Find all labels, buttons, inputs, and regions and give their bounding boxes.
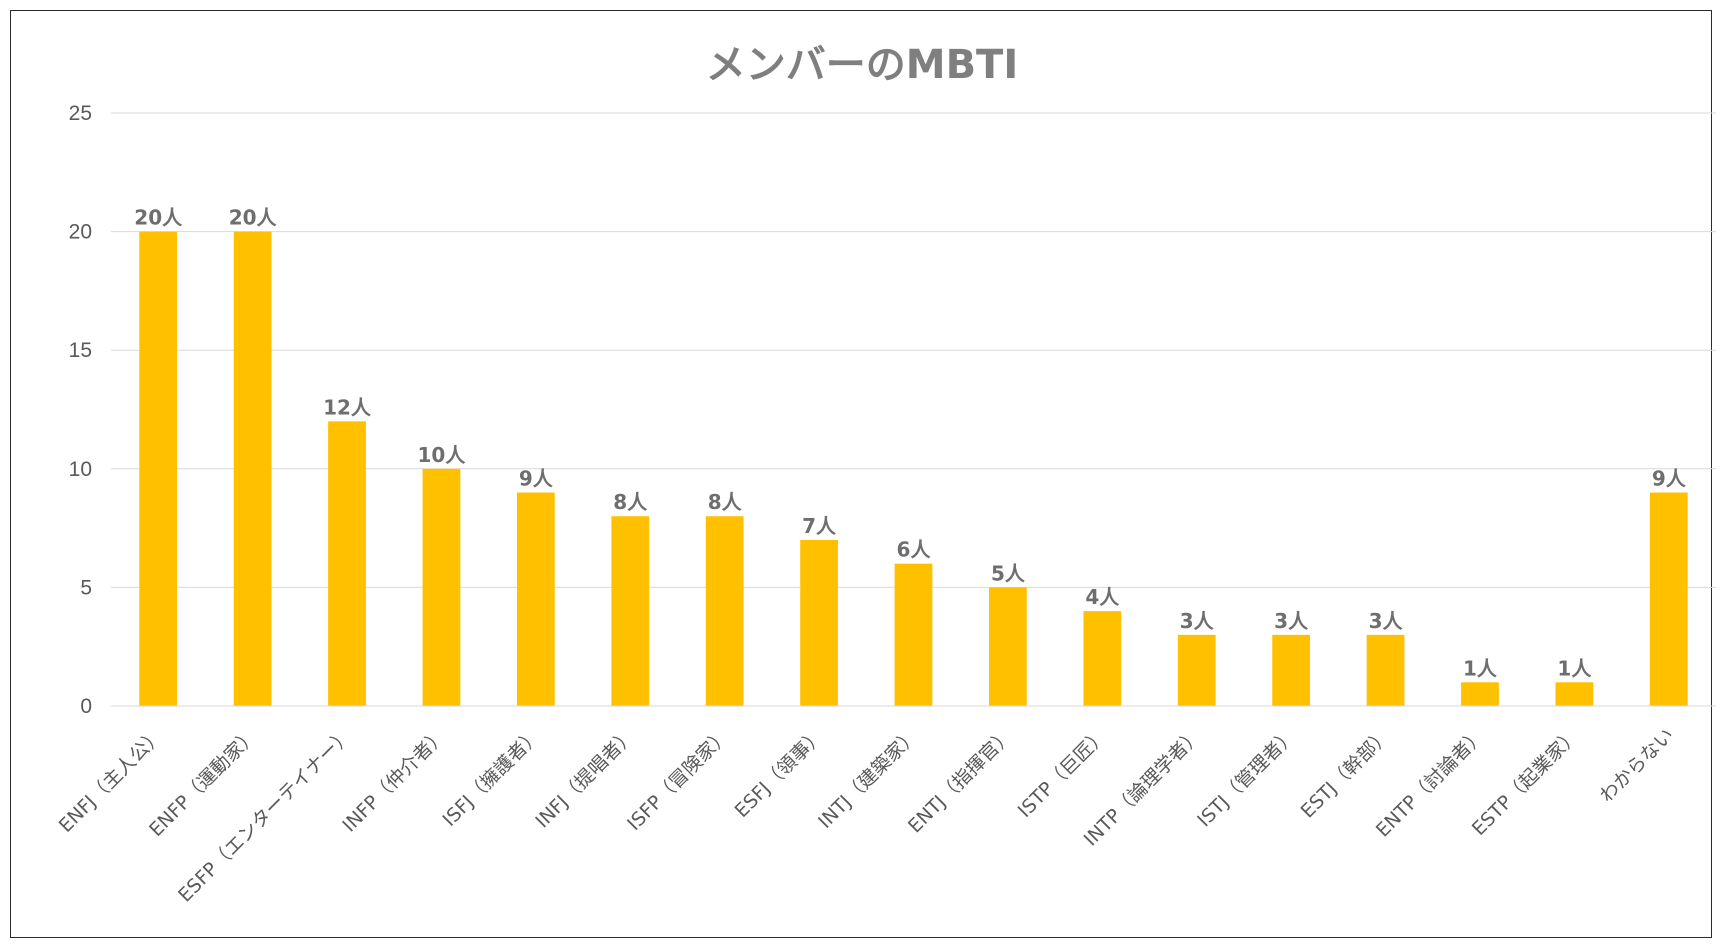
chart-title: メンバーのMBTI	[706, 42, 1018, 88]
y-tick-label: 0	[80, 695, 92, 718]
data-label: 8人	[613, 490, 648, 514]
y-tick-label: 20	[69, 221, 92, 244]
data-label: 20人	[229, 206, 278, 230]
chart-frame	[10, 10, 1712, 938]
x-axis-labels: ENFJ（主人公）ENFP（運動家）ESFP（エンターテイナー）INFP（仲介者…	[55, 724, 1679, 906]
bar	[516, 492, 555, 706]
x-tick-label: INFP（仲介者）	[338, 724, 451, 837]
bar	[1649, 492, 1688, 706]
bar	[1177, 634, 1216, 706]
data-label: 3人	[1369, 609, 1404, 633]
bar	[233, 231, 272, 706]
x-tick-label: わからない	[1596, 724, 1679, 807]
x-tick-label: ESFP（エンターテイナー）	[174, 724, 356, 906]
y-tick-label: 25	[69, 102, 92, 125]
data-label: 3人	[1274, 609, 1309, 633]
x-tick-label: ISTP（巨匠）	[1014, 724, 1112, 822]
data-label: 7人	[802, 514, 837, 538]
bar	[705, 516, 744, 706]
data-label: 6人	[897, 538, 932, 562]
bar	[800, 539, 838, 706]
data-label: 8人	[708, 490, 743, 514]
x-tick-label: ISFP（冒険家）	[623, 724, 734, 835]
bar	[1555, 682, 1594, 706]
y-tick-label: 5	[80, 576, 92, 599]
data-label: 4人	[1085, 585, 1120, 609]
y-tick-label: 10	[69, 458, 92, 481]
data-label: 5人	[991, 561, 1026, 585]
bar	[139, 231, 178, 706]
bar	[422, 468, 461, 706]
data-label: 3人	[1180, 609, 1215, 633]
data-label: 10人	[418, 443, 467, 467]
bar	[1366, 634, 1405, 706]
bar	[989, 587, 1027, 706]
data-label: 20人	[134, 206, 183, 230]
bar	[894, 563, 933, 706]
gridlines	[111, 112, 1716, 588]
bar	[328, 421, 366, 706]
y-axis-ticks: 0 5 10 15 20 25	[69, 102, 92, 718]
data-labels: 20人 20人 12人 10人 9人 8人 8人 7人 6人 5人 4人 3人 3人 3人 1人 1人 9人	[134, 206, 1686, 681]
y-tick-label: 15	[69, 339, 92, 362]
data-label: 9人	[1652, 467, 1687, 491]
bar	[611, 516, 650, 706]
bar	[1272, 634, 1311, 706]
x-tick-label: ISTJ（管理者）	[1193, 724, 1300, 831]
x-tick-label: ESFJ（領事）	[731, 724, 829, 822]
data-label: 1人	[1557, 656, 1592, 680]
x-tick-label: INTJ（建築家）	[814, 724, 923, 833]
bar	[1461, 682, 1499, 706]
x-tick-label: ISFJ（擁護者）	[438, 724, 545, 831]
x-tick-label: ESTJ（幹部）	[1297, 724, 1395, 822]
data-label: 12人	[323, 395, 372, 419]
x-tick-label: INFJ（提唱者）	[531, 724, 639, 832]
bars	[139, 231, 1688, 706]
bar	[1083, 611, 1122, 706]
data-label: 1人	[1463, 656, 1498, 680]
data-label: 9人	[519, 467, 554, 491]
